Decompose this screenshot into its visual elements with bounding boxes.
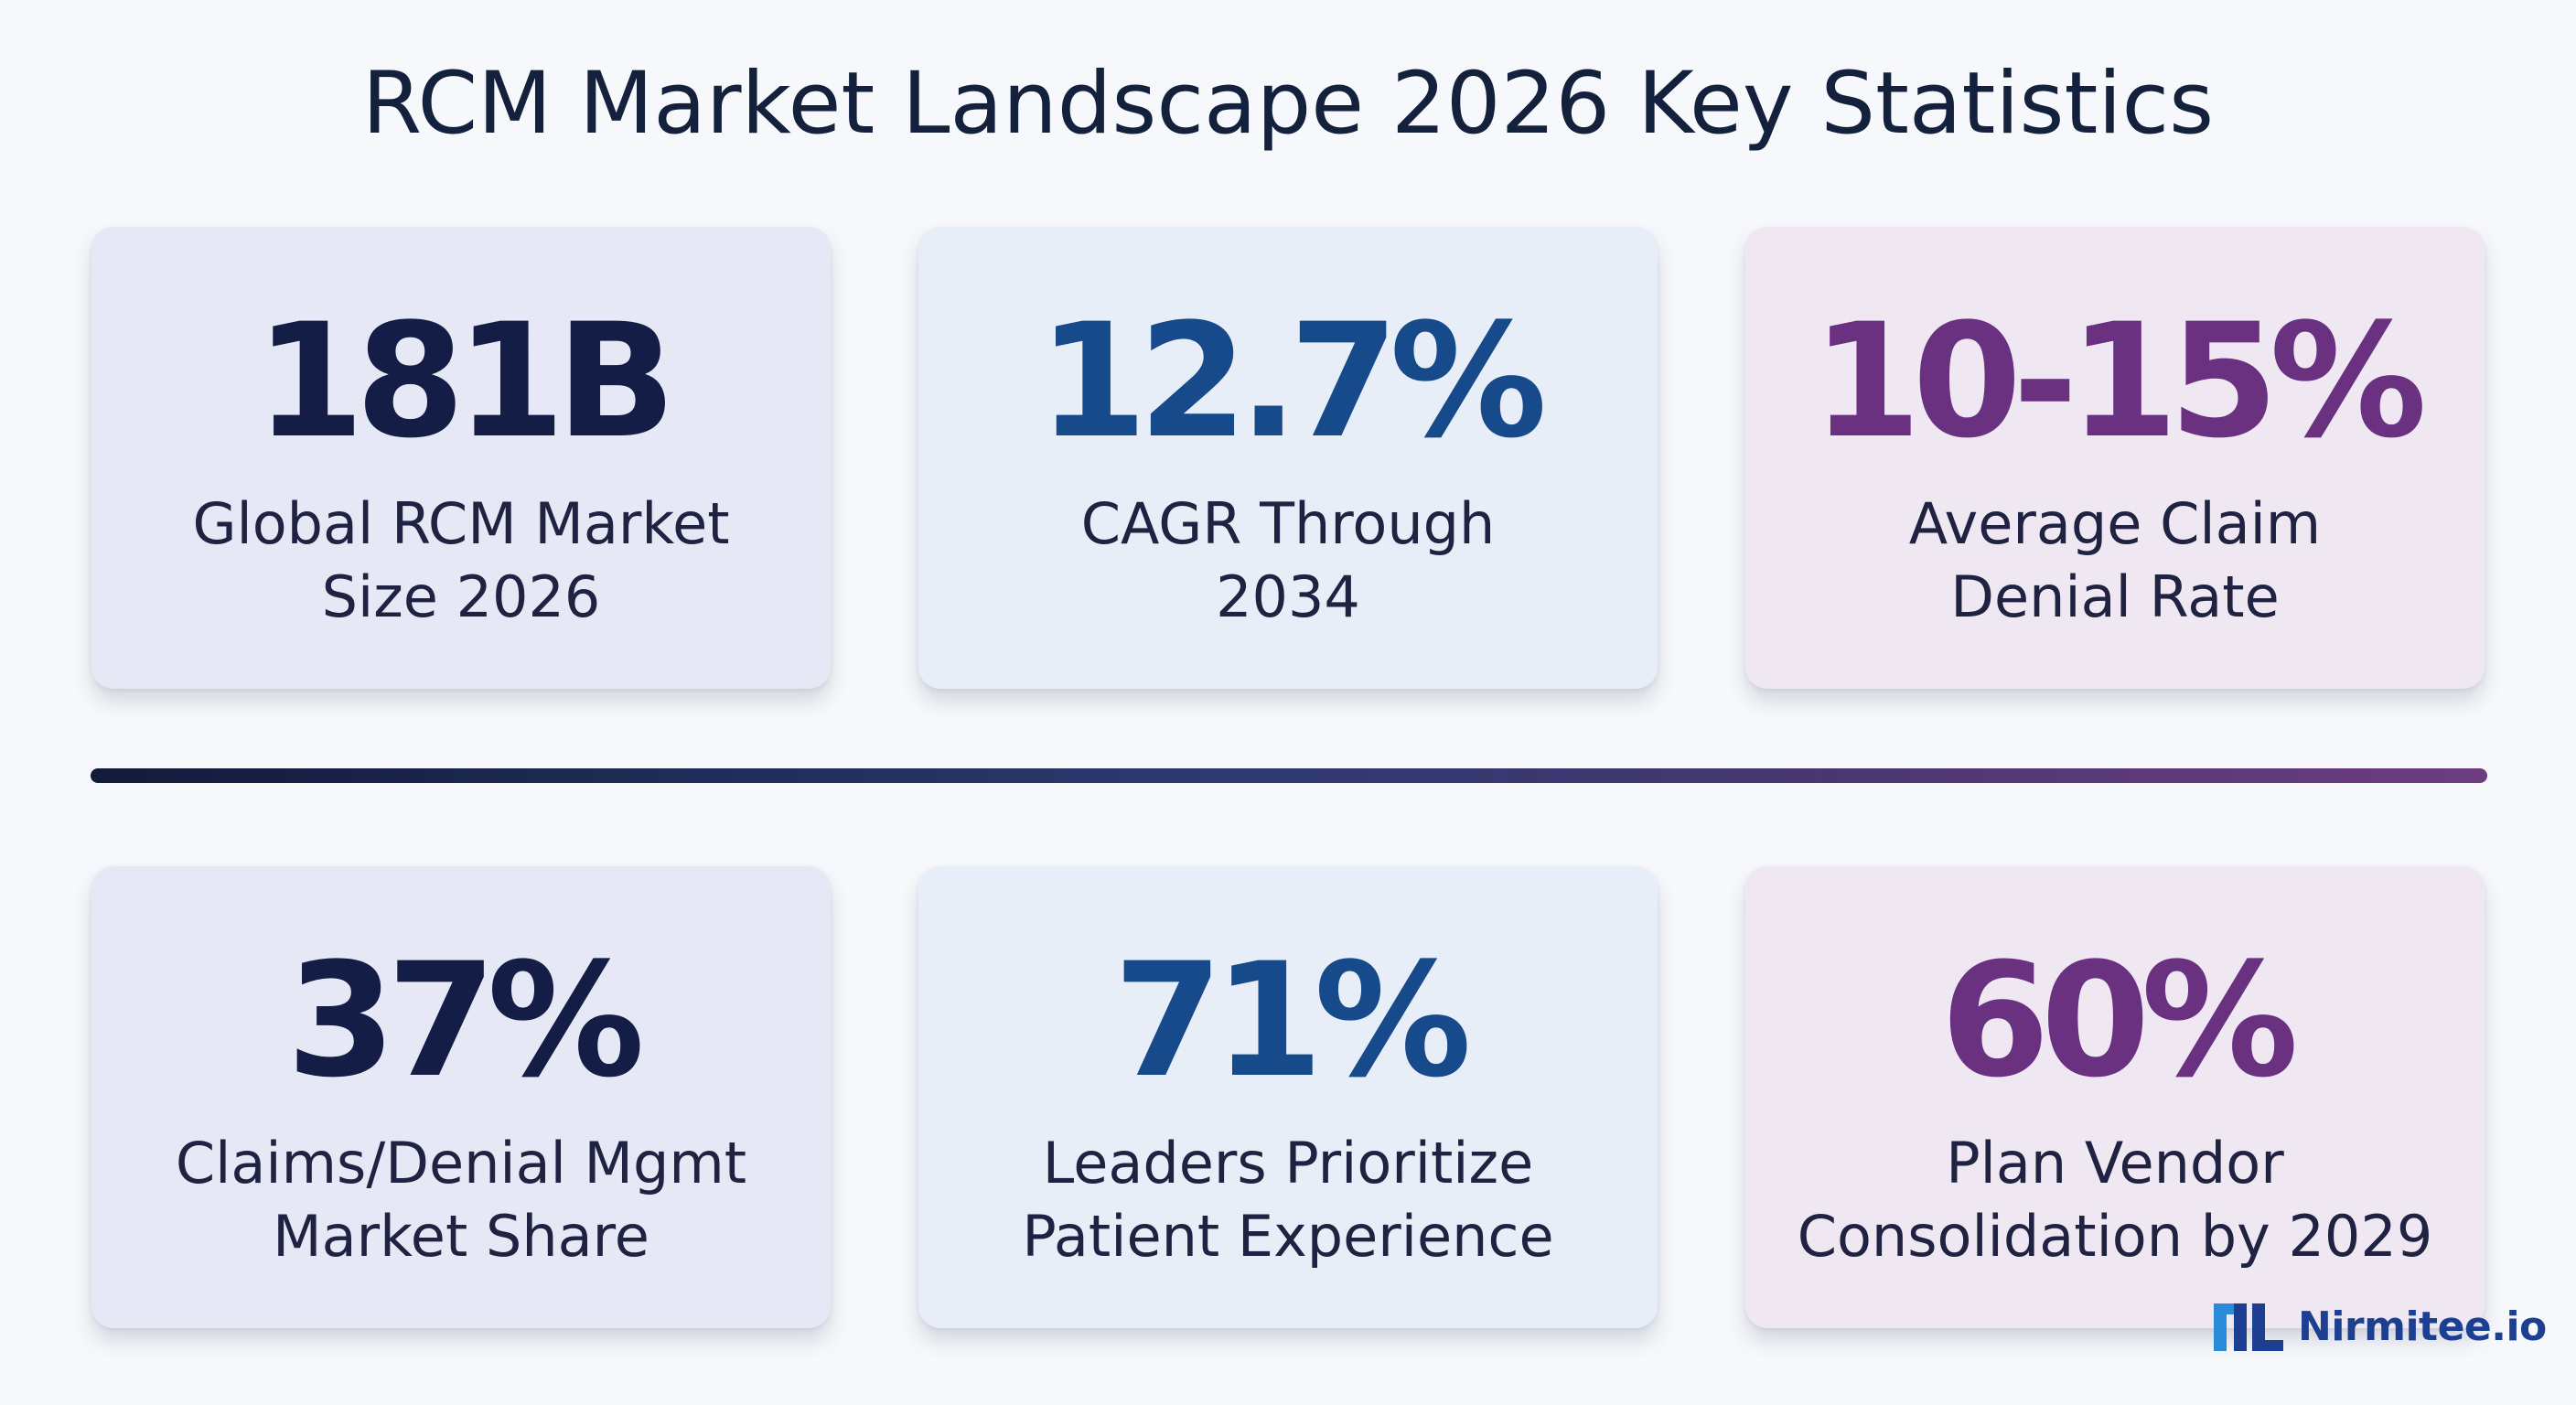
stat-value: 181B (254, 289, 676, 473)
stat-value: 37% (286, 928, 645, 1112)
nirmitee-logo-icon (2214, 1303, 2283, 1351)
stat-value: 10-15% (1811, 289, 2427, 473)
stat-label: Leaders Prioritize Patient Experience (1022, 1130, 1554, 1270)
brand-logo: Nirmitee.io (2214, 1299, 2547, 1354)
stat-card-denial-rate: 10-15% Average Claim Denial Rate (1745, 227, 2485, 689)
stat-card-market-share: 37% Claims/Denial Mgmt Market Share (91, 866, 831, 1328)
stat-label: Global RCM Market Size 2026 (192, 490, 730, 630)
stat-label: Plan Vendor Consolidation by 2029 (1797, 1130, 2433, 1270)
stat-value: 71% (1113, 928, 1472, 1112)
stat-label: Claims/Denial Mgmt Market Share (175, 1130, 747, 1270)
stat-value: 12.7% (1037, 289, 1548, 473)
stat-label: CAGR Through 2034 (1080, 490, 1496, 630)
stat-value: 60% (1940, 928, 2299, 1112)
page-title: RCM Market Landscape 2026 Key Statistics (361, 54, 2215, 154)
gradient-divider (91, 768, 2487, 783)
stat-card-patient-experience: 71% Leaders Prioritize Patient Experienc… (918, 866, 1658, 1328)
stat-card-cagr: 12.7% CAGR Through 2034 (918, 227, 1658, 689)
stat-card-market-size: 181B Global RCM Market Size 2026 (91, 227, 831, 689)
stat-label: Average Claim Denial Rate (1908, 490, 2322, 630)
brand-name: Nirmitee.io (2298, 1303, 2547, 1350)
stat-card-vendor-consolidation: 60% Plan Vendor Consolidation by 2029 (1745, 866, 2485, 1328)
